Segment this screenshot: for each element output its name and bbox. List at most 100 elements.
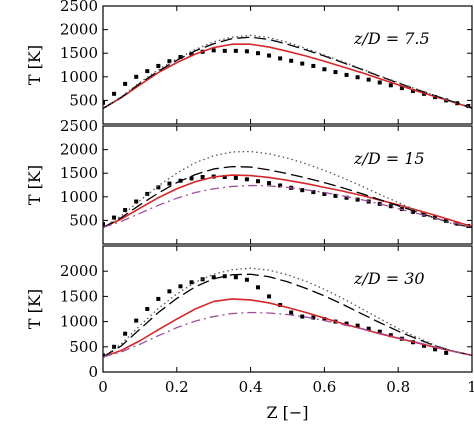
data-point — [200, 174, 205, 179]
series-group — [103, 150, 472, 229]
data-point — [433, 347, 438, 352]
data-point — [422, 343, 427, 348]
y-tick-label: 0 — [88, 363, 98, 381]
data-point — [244, 277, 249, 282]
data-point — [112, 344, 117, 349]
data-point — [255, 51, 260, 56]
data-point — [300, 188, 305, 193]
y-tick-label: 1500 — [60, 44, 98, 62]
y-tick-label: 2500 — [60, 117, 98, 135]
panel-annotation: z/D = 30 — [353, 269, 425, 288]
data-point — [322, 191, 327, 196]
series-line-dotted — [103, 150, 472, 229]
data-point — [410, 88, 415, 93]
y-axis-label: T [K] — [25, 165, 44, 205]
x-axis-label: Z [−] — [266, 403, 308, 422]
data-point — [267, 181, 272, 186]
plot-frame — [102, 5, 473, 125]
data-point — [178, 54, 183, 59]
data-point — [233, 275, 238, 280]
data-point — [156, 185, 161, 190]
data-point — [233, 48, 238, 53]
data-point — [244, 49, 249, 54]
y-tick-label: 2000 — [60, 21, 98, 39]
y-tick-label: 1000 — [60, 68, 98, 86]
x-tick-label: 0.2 — [165, 378, 189, 396]
series-line-dashdot — [103, 311, 472, 358]
panel-z-d-7-5: 500 1000 1500 2000 2500 z/D = 7.5 T [K] — [25, 0, 473, 125]
data-point — [311, 315, 316, 320]
series-line-dashed — [103, 165, 472, 229]
data-point — [300, 314, 305, 319]
y-axis-label: T [K] — [25, 45, 44, 85]
plot-frame — [102, 125, 473, 245]
data-point — [333, 193, 338, 198]
x-tick-label: 0.8 — [386, 378, 410, 396]
data-point — [211, 275, 216, 280]
data-point — [344, 195, 349, 200]
series-line-dashdot — [103, 184, 472, 229]
series-line-solid — [103, 298, 472, 358]
y-tick-label: 2500 — [60, 0, 98, 15]
data-point — [388, 204, 393, 209]
data-point — [399, 86, 404, 91]
data-point — [123, 81, 128, 86]
panel-annotation: z/D = 7.5 — [353, 29, 430, 48]
data-point — [267, 294, 272, 299]
data-point — [366, 77, 371, 82]
data-point — [134, 318, 139, 323]
data-point — [112, 215, 117, 220]
data-point — [366, 326, 371, 331]
data-point — [134, 199, 139, 204]
y-tick-label: 1500 — [60, 164, 98, 182]
data-point — [156, 63, 161, 68]
data-point — [289, 310, 294, 315]
y-tick-label: 500 — [69, 211, 98, 229]
data-point — [289, 58, 294, 63]
data-point — [222, 48, 227, 53]
x-tick-label: 0.6 — [312, 378, 336, 396]
data-point — [322, 67, 327, 72]
data-point — [300, 61, 305, 66]
plot-frame — [102, 245, 473, 373]
data-point — [189, 280, 194, 285]
data-point — [123, 208, 128, 213]
series-line-dashed — [103, 36, 472, 109]
data-point — [355, 323, 360, 328]
data-point — [322, 317, 327, 322]
data-point — [167, 181, 172, 186]
data-point — [103, 222, 105, 227]
y-tick-label: 1000 — [60, 313, 98, 331]
data-point — [255, 179, 260, 184]
x-axis: 0 0.2 0.4 0.6 0.8 1 Z [−] — [98, 378, 474, 422]
data-point — [333, 70, 338, 75]
y-tick-label: 500 — [69, 338, 98, 356]
y-tick-label: 1500 — [60, 287, 98, 305]
data-point — [123, 331, 128, 336]
series-line-solid — [103, 43, 472, 110]
data-point — [388, 83, 393, 88]
data-point — [145, 307, 150, 311]
data-point — [444, 350, 449, 355]
series-line-dotted — [103, 267, 472, 358]
data-point — [377, 329, 382, 334]
series-line-solid — [103, 174, 472, 229]
data-point — [103, 100, 105, 105]
y-tick-label: 2000 — [60, 262, 98, 280]
data-point — [344, 321, 349, 326]
data-point — [233, 175, 238, 180]
series-group — [103, 34, 472, 110]
data-point — [178, 284, 183, 289]
data-point — [145, 69, 150, 74]
data-point — [244, 177, 249, 182]
data-point — [211, 48, 216, 53]
data-point — [222, 174, 227, 179]
data-point — [167, 289, 172, 294]
series-group — [103, 267, 472, 358]
data-point — [311, 190, 316, 195]
data-point — [189, 52, 194, 57]
data-point — [134, 74, 139, 79]
data-point — [156, 296, 161, 301]
data-point — [388, 333, 393, 338]
